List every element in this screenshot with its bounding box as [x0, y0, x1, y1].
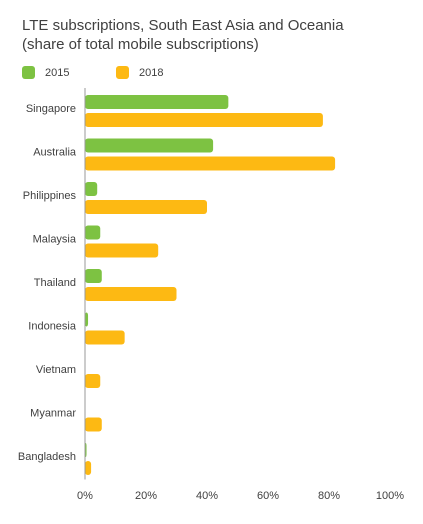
category-label-philippines: Philippines	[23, 190, 77, 202]
category-label-myanmar: Myanmar	[30, 408, 76, 420]
legend-swatch-2018	[116, 66, 129, 79]
bar-australia-2015	[85, 138, 214, 153]
x-tick-label-100: 100%	[376, 490, 404, 502]
category-label-vietnam: Vietnam	[36, 364, 76, 376]
bar-singapore-2015	[85, 95, 229, 109]
legend-label-2018: 2018	[139, 66, 164, 79]
bar-philippines-2018	[85, 200, 207, 214]
x-tick-label-80: 80%	[318, 490, 340, 502]
category-label-bangladesh: Bangladesh	[18, 451, 76, 463]
legend-item-2015: 2015	[22, 66, 69, 79]
legend-label-2015: 2015	[45, 66, 70, 79]
bars-group	[85, 95, 336, 475]
bar-indonesia-2018	[85, 330, 125, 345]
x-tick-label-60: 60%	[257, 490, 279, 502]
category-labels-group: Singapore Australia Philippines Malaysia Tha…	[18, 103, 77, 463]
category-label-australia: Australia	[33, 147, 77, 159]
bar-australia-2018	[85, 156, 336, 171]
category-label-thailand: Thailand	[34, 277, 76, 289]
chart-title-line-2: (share of total mobile subscriptions)	[22, 36, 259, 53]
legend-item-2018: 2018	[116, 66, 163, 79]
bar-thailand-2015	[85, 269, 102, 283]
bar-malaysia-2018	[85, 243, 159, 258]
x-tick-labels-group: 0% 20% 40% 60% 80% 100%	[77, 490, 404, 502]
category-label-malaysia: Malaysia	[33, 234, 77, 246]
chart-title: LTE subscriptions, South East Asia and O…	[22, 16, 412, 54]
x-tick-label-40: 40%	[196, 490, 218, 502]
bar-bangladesh-2018	[85, 461, 92, 475]
bar-singapore-2018	[85, 113, 323, 127]
bar-philippines-2015	[85, 182, 98, 196]
category-label-indonesia: Indonesia	[28, 321, 77, 333]
chart-title-line-1: LTE subscriptions, South East Asia and O…	[22, 17, 344, 34]
bar-indonesia-2015	[85, 312, 89, 327]
bar-vietnam-2018	[85, 374, 101, 388]
category-label-singapore: Singapore	[26, 103, 76, 115]
x-tick-label-20: 20%	[135, 490, 157, 502]
bar-thailand-2018	[85, 287, 177, 301]
bar-malaysia-2015	[85, 225, 101, 240]
bar-myanmar-2018	[85, 417, 102, 432]
legend-swatch-2015	[22, 66, 35, 79]
x-tick-label-0: 0%	[77, 490, 93, 502]
